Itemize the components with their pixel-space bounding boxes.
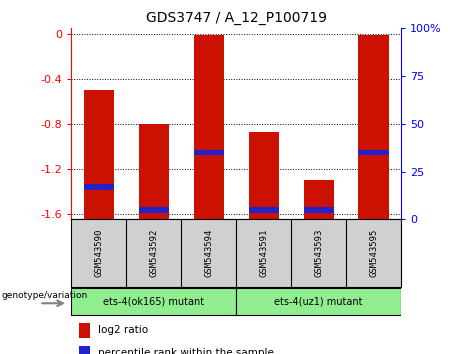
Bar	[303, 180, 334, 219]
Title: GDS3747 / A_12_P100719: GDS3747 / A_12_P100719	[146, 11, 327, 24]
Bar	[236, 288, 401, 315]
Text: GSM543593: GSM543593	[314, 229, 323, 277]
Bar	[194, 150, 224, 155]
Text: genotype/variation: genotype/variation	[1, 291, 88, 300]
Bar	[303, 207, 334, 213]
Text: log2 ratio: log2 ratio	[98, 325, 148, 335]
Text: GSM543590: GSM543590	[95, 229, 103, 277]
Bar	[139, 207, 169, 213]
Text: GSM543594: GSM543594	[204, 229, 213, 277]
Text: percentile rank within the sample: percentile rank within the sample	[98, 348, 274, 354]
Bar	[194, 34, 224, 219]
Bar	[71, 288, 236, 315]
Text: ets-4(ok165) mutant: ets-4(ok165) mutant	[103, 296, 204, 306]
Bar	[248, 207, 279, 213]
Bar	[79, 346, 90, 354]
Bar	[79, 323, 90, 338]
Text: GSM543595: GSM543595	[369, 229, 378, 277]
Bar	[84, 90, 114, 219]
Text: GSM543591: GSM543591	[259, 229, 268, 277]
Text: GSM543592: GSM543592	[149, 229, 159, 277]
Text: ets-4(uz1) mutant: ets-4(uz1) mutant	[274, 296, 363, 306]
Bar	[248, 132, 279, 219]
Bar	[359, 150, 389, 155]
Bar	[84, 184, 114, 190]
Bar	[139, 124, 169, 219]
Bar	[359, 34, 389, 219]
